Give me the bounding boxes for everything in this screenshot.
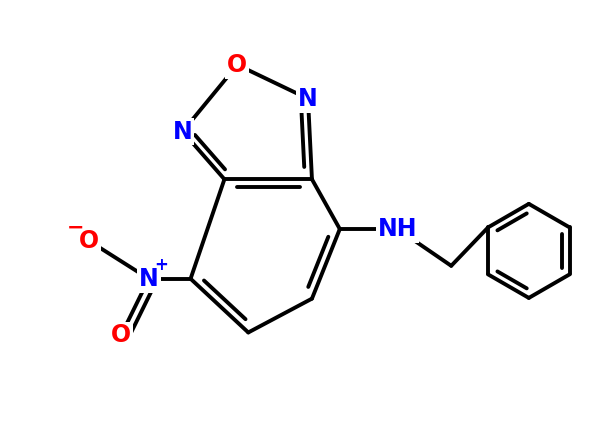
Text: N: N xyxy=(173,119,193,143)
Text: N: N xyxy=(139,267,159,291)
Text: NH: NH xyxy=(378,217,418,241)
Text: O: O xyxy=(111,323,131,347)
Text: −: − xyxy=(67,218,85,238)
Text: O: O xyxy=(79,229,99,253)
Text: +: + xyxy=(154,257,168,274)
Text: O: O xyxy=(227,53,247,77)
Text: N: N xyxy=(298,87,318,111)
